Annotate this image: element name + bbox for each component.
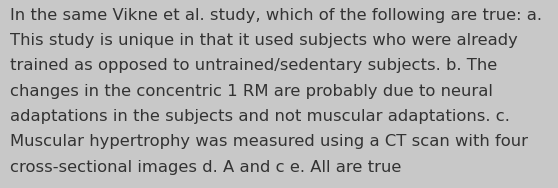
Text: changes in the concentric 1 RM are probably due to neural: changes in the concentric 1 RM are proba… — [10, 84, 493, 99]
Text: trained as opposed to untrained/sedentary subjects. b. The: trained as opposed to untrained/sedentar… — [10, 58, 497, 73]
Text: Muscular hypertrophy was measured using a CT scan with four: Muscular hypertrophy was measured using … — [10, 134, 528, 149]
Text: adaptations in the subjects and not muscular adaptations. c.: adaptations in the subjects and not musc… — [10, 109, 510, 124]
Text: This study is unique in that it used subjects who were already: This study is unique in that it used sub… — [10, 33, 518, 48]
Text: In the same Vikne et al. study, which of the following are true: a.: In the same Vikne et al. study, which of… — [10, 8, 542, 23]
Text: cross-sectional images d. A and c e. All are true: cross-sectional images d. A and c e. All… — [10, 160, 401, 175]
